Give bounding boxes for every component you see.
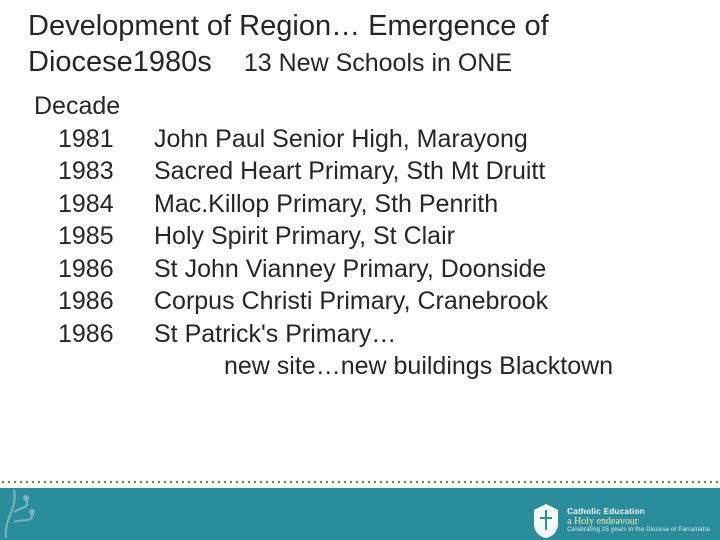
table-row: 1986 Corpus Christi Primary, Cranebrook — [34, 285, 714, 318]
table-row: 1984 Mac.Killop Primary, Sth Penrith — [34, 188, 714, 221]
table-row: 1985 Holy Spirit Primary, St Clair — [34, 220, 714, 253]
table-row: 1981 John Paul Senior High, Marayong — [34, 123, 714, 156]
desc-cell: St John Vianney Primary, Doonside — [154, 253, 714, 286]
badge-logo-icon — [531, 502, 561, 540]
desc-cell: Holy Spirit Primary, St Clair — [154, 220, 714, 253]
footer: Catholic Education a Holy endeavour Cele… — [0, 478, 720, 540]
flourish-icon — [0, 478, 56, 540]
decade-label: Decade — [34, 90, 120, 123]
slide: Development of Region… Emergence of Dioc… — [0, 0, 720, 540]
diocese-word: Diocese — [28, 44, 133, 80]
table-row: 1986 St Patrick's Primary… — [34, 318, 714, 351]
table-row: 1986 St John Vianney Primary, Doonside — [34, 253, 714, 286]
teal-band: Catholic Education a Holy endeavour Cele… — [0, 488, 720, 540]
title-line1: Development of Region… Emergence of — [28, 10, 549, 42]
decade-row: Decade — [34, 90, 714, 123]
body-block: Decade 1981 John Paul Senior High, Maray… — [34, 90, 714, 383]
badge-group: Catholic Education a Holy endeavour Cele… — [531, 502, 710, 540]
subtitle: 13 New Schools in ONE — [244, 48, 512, 79]
badge-line2: a Holy endeavour — [567, 517, 710, 528]
table-row: 1983 Sacred Heart Primary, Sth Mt Druitt — [34, 155, 714, 188]
year-cell: 1986 — [34, 253, 154, 286]
dots-strip — [0, 478, 720, 486]
badge-text: Catholic Education a Holy endeavour Cele… — [567, 508, 710, 533]
year-cell: 1986 — [34, 285, 154, 318]
year-cell: 1981 — [34, 123, 154, 156]
year-cell: 1983 — [34, 155, 154, 188]
decade-year: 1980s — [133, 44, 212, 80]
desc-cell: John Paul Senior High, Marayong — [154, 123, 714, 156]
desc-cell: Corpus Christi Primary, Cranebrook — [154, 285, 714, 318]
desc-cell: Mac.Killop Primary, Sth Penrith — [154, 188, 714, 221]
title-block: Development of Region… Emergence of Dioc… — [28, 8, 708, 81]
year-cell: 1985 — [34, 220, 154, 253]
desc-cell: St Patrick's Primary… — [154, 318, 714, 351]
badge-line3: Celebrating 25 years in the Diocese of P… — [567, 527, 710, 533]
continuation-line: new site…new buildings Blacktown — [34, 350, 714, 383]
year-cell: 1984 — [34, 188, 154, 221]
desc-cell: Sacred Heart Primary, Sth Mt Druitt — [154, 155, 714, 188]
year-cell: 1986 — [34, 318, 154, 351]
